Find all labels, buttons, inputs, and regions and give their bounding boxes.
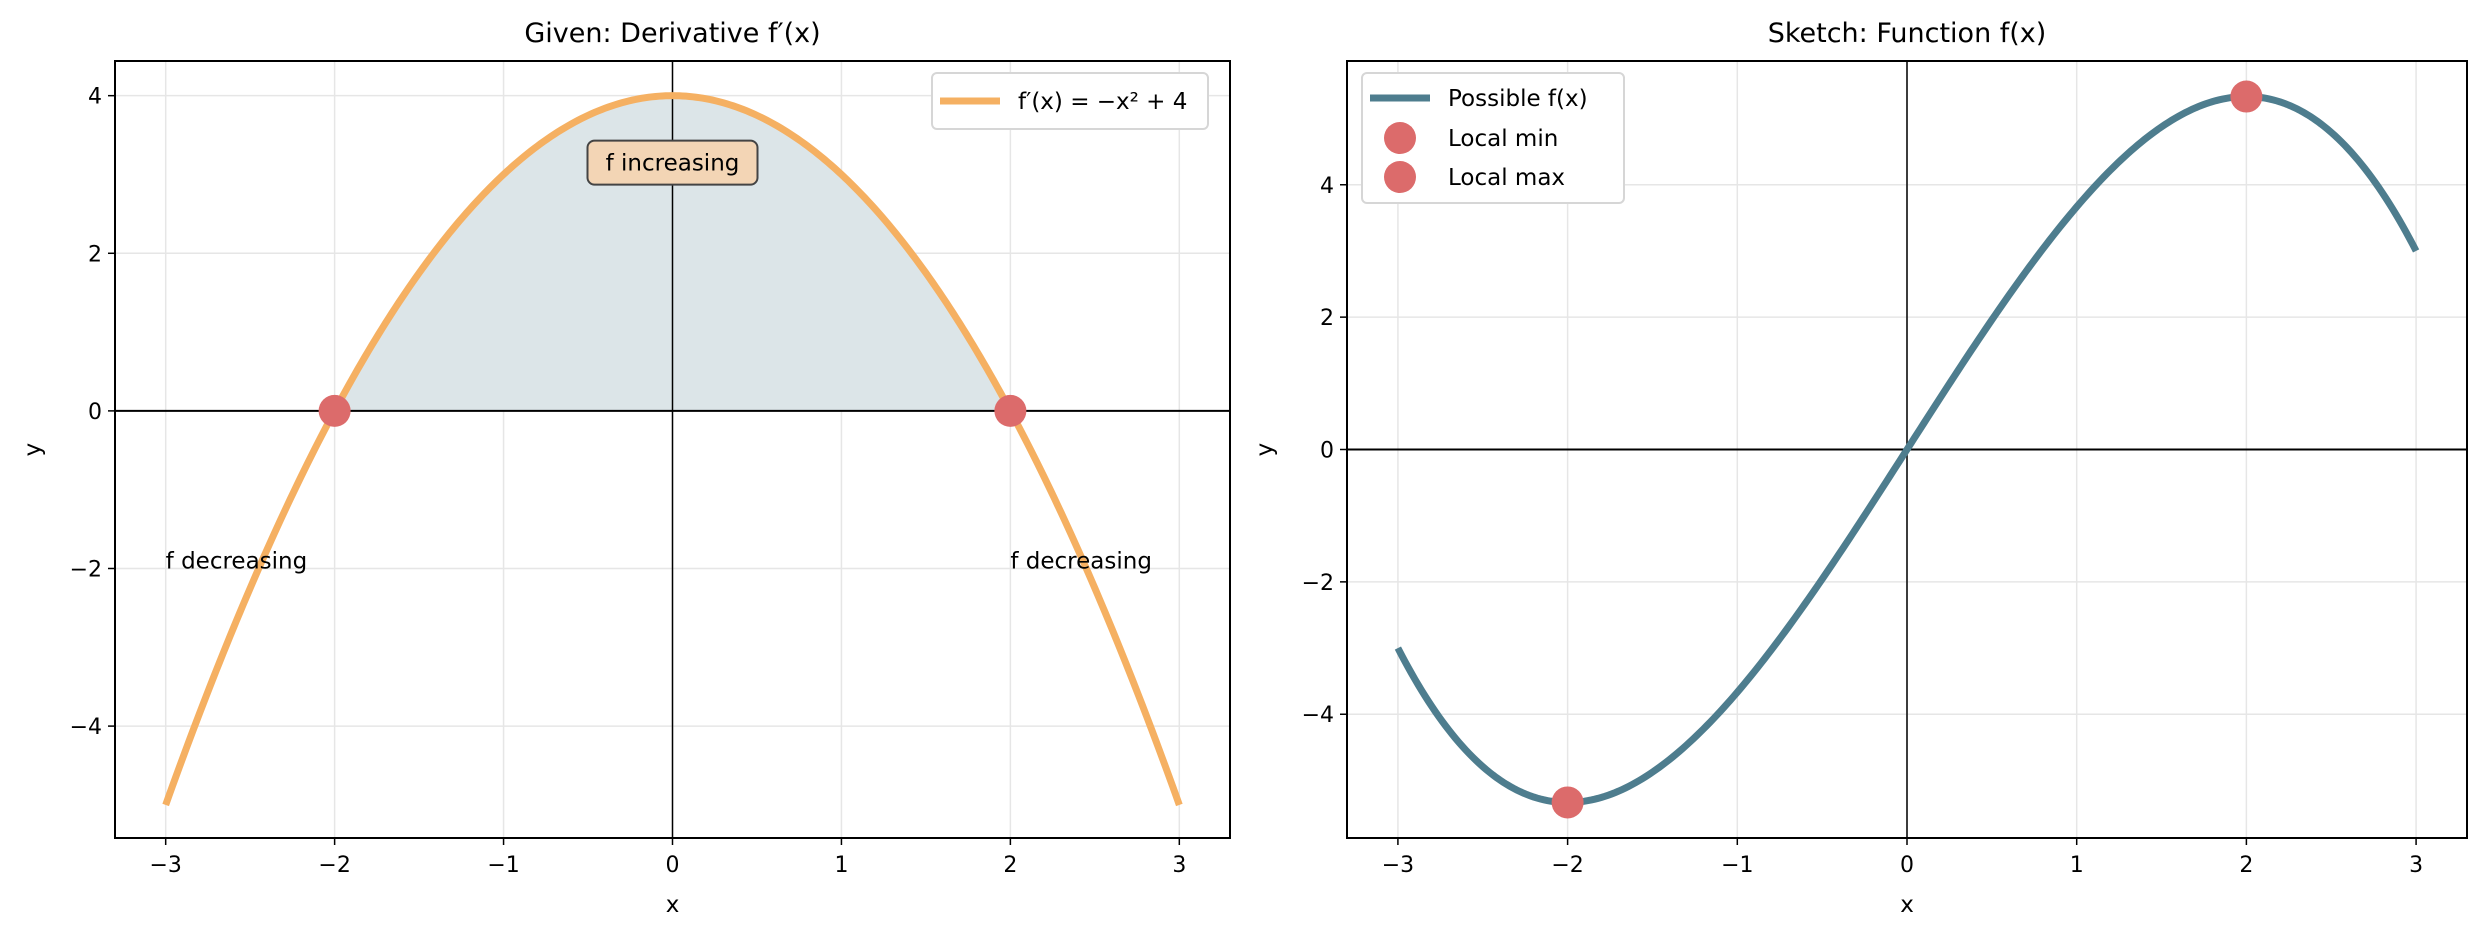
x-tick-label: 2 [1003,853,1017,878]
y-tick-label: 0 [88,400,102,425]
annotation-increasing: f increasing [606,151,740,177]
y-tick-label: −2 [1302,571,1334,596]
y-tick-label: 0 [1320,439,1334,464]
x-tick-label: 0 [666,853,680,878]
y-tick-label: −2 [70,557,102,582]
y-axis-label: y [20,443,46,457]
x-tick-label: −1 [487,853,519,878]
x-axis-label: x [666,892,680,918]
legend [1361,72,1625,204]
chart-title: Given: Derivative f′(x) [524,18,820,49]
y-tick-label: 4 [88,85,102,110]
x-tick-label: 1 [834,853,848,878]
critical-point-marker [318,394,351,427]
y-tick-label: 2 [1320,306,1334,331]
function-plot: −3 −2 −1 0 1 2 3 −4 −2 0 2 4 Sketch: Function f(x) x y… [1252,18,2468,918]
y-axis-label: y [1252,443,1278,457]
annotation-box [586,139,759,186]
y-tick-label: 4 [1320,174,1334,199]
x-axis-label: x [1900,892,1914,918]
x-tick-label: 2 [2239,853,2253,878]
x-tick-label: 3 [1172,853,1186,878]
annotation-decreasing: f decreasing [1010,549,1152,575]
chart-title: Sketch: Function f(x) [1768,18,2047,49]
legend-marker-swatch [1384,161,1416,193]
annotation-decreasing: f decreasing [166,549,308,575]
x-tick-label: 3 [2409,853,2423,878]
legend-label: Possible f(x) [1448,86,1588,112]
y-tick-label: 2 [88,242,102,267]
x-tick-label: −3 [149,853,181,878]
legend-label: Local max [1448,165,1565,191]
x-tick-label: −2 [318,853,350,878]
x-tick-label: 0 [1900,853,1914,878]
x-tick-label: −3 [1382,853,1414,878]
legend [931,72,1209,130]
y-tick-label: −4 [70,715,102,740]
legend-marker-swatch [1384,122,1416,154]
x-tick-label: −2 [1551,853,1583,878]
legend-label: Local min [1448,126,1558,152]
critical-point-marker [1551,786,1584,819]
critical-point-marker [994,394,1027,427]
critical-point-marker [2230,80,2263,113]
x-tick-label: −1 [1721,853,1753,878]
derivative-plot: −3 −2 −1 0 1 2 3 −4 −2 0 2 4 Given: Derivative f′(x)… [20,18,1231,918]
legend-label: f′(x) = −x² + 4 [1018,89,1187,115]
x-tick-label: 1 [2070,853,2084,878]
y-tick-label: −4 [1302,703,1334,728]
